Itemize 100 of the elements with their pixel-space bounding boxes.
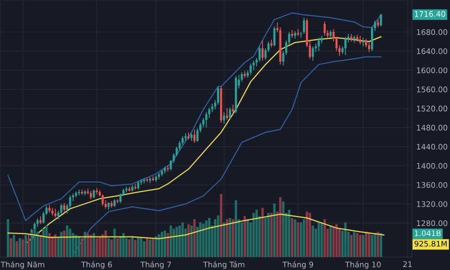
- bar: [324, 219, 326, 257]
- bar: [128, 239, 131, 257]
- bar: [255, 210, 258, 257]
- bar: [202, 224, 205, 257]
- bar: [205, 220, 208, 257]
- candlestick: [205, 112, 208, 128]
- bar: [36, 232, 39, 257]
- candlestick: [232, 104, 234, 115]
- candlestick: [318, 37, 320, 52]
- candlestick: [302, 17, 306, 34]
- candlestick: [223, 112, 226, 124]
- bar: [181, 222, 184, 257]
- bar: [312, 226, 314, 257]
- bar: [353, 232, 356, 257]
- bar: [216, 215, 220, 257]
- line-series: [7, 12, 382, 222]
- bar: [30, 232, 33, 257]
- bar: [140, 238, 142, 257]
- bar: [160, 232, 164, 257]
- bar: [131, 236, 134, 257]
- bar: [270, 212, 273, 257]
- candlestick: [78, 189, 80, 196]
- candlestick: [116, 198, 119, 204]
- candlestick: [86, 188, 89, 195]
- bar: [220, 194, 222, 257]
- candlestick: [228, 107, 232, 120]
- candlestick: [324, 21, 326, 36]
- bar: [134, 240, 136, 257]
- bar: [92, 233, 96, 257]
- candlestick: [146, 177, 148, 182]
- bar: [122, 233, 125, 257]
- bar: [362, 234, 364, 257]
- candlestick: [258, 46, 261, 62]
- bar: [344, 222, 347, 257]
- candlestick: [273, 26, 276, 47]
- bar: [164, 230, 166, 257]
- bar: [359, 234, 362, 257]
- bar: [332, 226, 335, 257]
- bar: [364, 232, 368, 257]
- bar: [234, 200, 238, 257]
- bar: [146, 238, 148, 257]
- bar: [306, 212, 308, 257]
- candlestick: [217, 86, 220, 106]
- candlestick: [261, 40, 264, 62]
- bar: [107, 238, 110, 257]
- bar: [16, 241, 18, 257]
- candlestick: [193, 129, 196, 144]
- bar: [172, 228, 175, 257]
- candlestick: [297, 28, 300, 36]
- bar: [68, 228, 72, 257]
- bar: [28, 238, 30, 257]
- bar: [18, 238, 22, 257]
- bar: [380, 233, 382, 257]
- bar: [282, 202, 284, 257]
- bar: [318, 222, 320, 257]
- bar: [196, 226, 199, 257]
- candlestick: [226, 108, 228, 120]
- bar: [176, 226, 178, 257]
- candlestick: [102, 194, 104, 206]
- bar: [102, 234, 104, 257]
- candlestick: [300, 32, 302, 38]
- bar: [54, 234, 57, 257]
- bar: [244, 216, 246, 257]
- bar: [320, 222, 323, 257]
- bar: [252, 212, 255, 257]
- bar: [214, 219, 216, 257]
- bar: [246, 219, 249, 257]
- bar: [178, 226, 181, 257]
- bar: [208, 218, 210, 257]
- bar: [90, 234, 92, 257]
- bar: [51, 236, 54, 257]
- bar: [294, 219, 296, 257]
- bar: [86, 234, 90, 257]
- bar: [96, 238, 98, 257]
- bar: [48, 233, 51, 257]
- bar: [356, 233, 358, 257]
- bar: [142, 241, 146, 257]
- bar: [273, 203, 276, 257]
- bar: [137, 236, 140, 257]
- bar: [288, 210, 290, 257]
- bar: [170, 226, 172, 257]
- candlestick: [270, 39, 272, 48]
- candlestick: [344, 36, 346, 56]
- bar: [232, 219, 234, 257]
- candlestick: [250, 63, 252, 76]
- bar: [166, 233, 170, 257]
- bar: [368, 233, 370, 257]
- bar: [308, 212, 312, 257]
- bar: [329, 226, 332, 257]
- candlestick: [380, 13, 382, 27]
- bar: [60, 232, 62, 257]
- bar: [240, 222, 243, 257]
- bar: [12, 234, 16, 257]
- bar: [290, 218, 294, 257]
- bar: [199, 222, 202, 257]
- bar: [66, 226, 68, 257]
- bar: [104, 230, 107, 257]
- bar: [279, 197, 282, 257]
- bar: [24, 234, 27, 257]
- bar: [22, 239, 24, 257]
